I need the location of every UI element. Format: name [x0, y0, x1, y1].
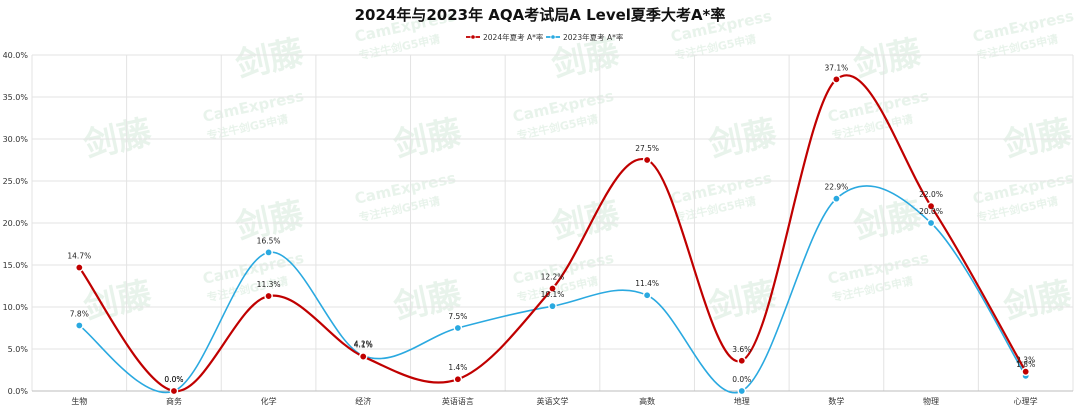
- data-point-2023: [453, 323, 463, 333]
- data-label-2024: 37.1%: [824, 63, 848, 72]
- legend-label: 2024年夏考 A*率: [483, 32, 544, 42]
- data-label-2024: 4.1%: [354, 341, 373, 350]
- x-tick-label: 化学: [261, 396, 277, 406]
- data-point-2023: [75, 321, 84, 330]
- data-point-2024: [264, 291, 273, 301]
- data-point-2023: [548, 301, 557, 311]
- y-tick-label: 10.0%: [3, 303, 29, 312]
- data-point-2024: [169, 386, 179, 396]
- data-label-2023: 16.5%: [257, 236, 281, 245]
- x-tick-label: 商务: [166, 396, 182, 406]
- data-label-2023: 7.5%: [448, 312, 467, 321]
- data-point-2024: [548, 284, 557, 293]
- series-line-2023: [78, 185, 1027, 394]
- data-label-2024: 11.3%: [257, 280, 281, 289]
- data-label-2023: 22.9%: [824, 183, 848, 192]
- data-point-2023: [926, 218, 936, 228]
- data-point-2024: [926, 201, 936, 211]
- data-point-2023: [264, 248, 273, 257]
- data-point-2024: [75, 263, 84, 272]
- watermark-logo: 剑藤: [548, 195, 623, 248]
- data-label-2024: 3.6%: [732, 345, 751, 354]
- data-label-2023: 10.1%: [541, 290, 565, 299]
- y-tick-label: 20.0%: [3, 219, 29, 228]
- data-label-2024: 2.3%: [1016, 356, 1035, 365]
- watermark-logo: 剑藤: [850, 195, 925, 248]
- data-label-2023: 11.4%: [635, 279, 659, 288]
- data-label-2023: 7.8%: [70, 309, 89, 318]
- data-point-2023: [832, 194, 841, 203]
- data-point-2024: [358, 352, 368, 361]
- x-tick-label: 生物: [71, 396, 87, 406]
- data-label-2023: 1.8%: [1016, 360, 1035, 369]
- data-labels: 7.8% 0.0% 16.5% 4.2% 7.5% 10.1% 11.4% 0.0% 22.9%…: [67, 63, 1035, 384]
- y-tick-label: 35.0%: [3, 93, 29, 102]
- data-point-2023: [642, 290, 652, 300]
- chart-title: 2024年与2023年 AQA考试局A Level夏季大考A*率: [355, 6, 726, 24]
- data-label-2023: 4.2%: [354, 340, 373, 349]
- x-tick-label: 高数: [639, 396, 655, 406]
- data-label-2024: 1.4%: [448, 363, 467, 372]
- y-tick-label: 25.0%: [3, 177, 29, 186]
- grid: [31, 54, 1074, 392]
- data-label-2024: 12.2%: [541, 273, 565, 282]
- x-tick-label: 经济: [355, 396, 371, 406]
- watermark-logo: 剑藤: [1000, 275, 1075, 328]
- data-point-2024: [642, 155, 652, 165]
- watermark-logo: 剑藤: [850, 33, 925, 86]
- axes: 0.0% 5.0% 10.0% 15.0% 20.0% 25.0% 30.0% 35.0% 40…: [3, 51, 1073, 406]
- y-tick-label: 30.0%: [3, 135, 29, 144]
- data-point-2023: [737, 386, 747, 396]
- data-label-2023: 0.0%: [732, 375, 751, 384]
- data-point-2024: [1021, 367, 1030, 376]
- legend-marker: [470, 34, 476, 40]
- watermark-logo: 剑藤: [232, 33, 307, 86]
- data-label-2023: 0.0%: [164, 375, 183, 384]
- legend-marker: [550, 34, 556, 40]
- series-line-2024: [78, 74, 1027, 393]
- x-tick-label: 英语语言: [442, 396, 474, 406]
- watermark-logo: 剑藤: [80, 275, 155, 328]
- y-tick-label: 15.0%: [3, 261, 29, 270]
- data-point-2024: [737, 356, 747, 366]
- legend-label: 2023年夏考 A*率: [563, 32, 624, 42]
- data-label-2024: 22.0%: [919, 190, 943, 199]
- x-tick-label: 英语文学: [537, 396, 569, 406]
- data-label-2024: 0.0%: [164, 375, 183, 384]
- x-tick-label: 心理学: [1014, 396, 1038, 406]
- legend: 2024年夏考 A*率 2023年夏考 A*率: [466, 32, 624, 42]
- y-tick-label: 5.0%: [8, 345, 29, 354]
- data-label-2024: 14.7%: [67, 252, 91, 261]
- x-tick-label: 地理: [734, 396, 750, 406]
- data-label-2023: 20.0%: [919, 207, 943, 216]
- data-label-2024: 27.5%: [635, 144, 659, 153]
- x-tick-label: 数学: [828, 396, 844, 406]
- data-point-2024: [832, 75, 841, 84]
- y-tick-label: 40.0%: [3, 51, 29, 60]
- y-tick-label: 0.0%: [8, 387, 29, 396]
- series-layer: [75, 74, 1030, 396]
- x-tick-label: 物理: [923, 396, 939, 406]
- data-point-2024: [453, 374, 463, 384]
